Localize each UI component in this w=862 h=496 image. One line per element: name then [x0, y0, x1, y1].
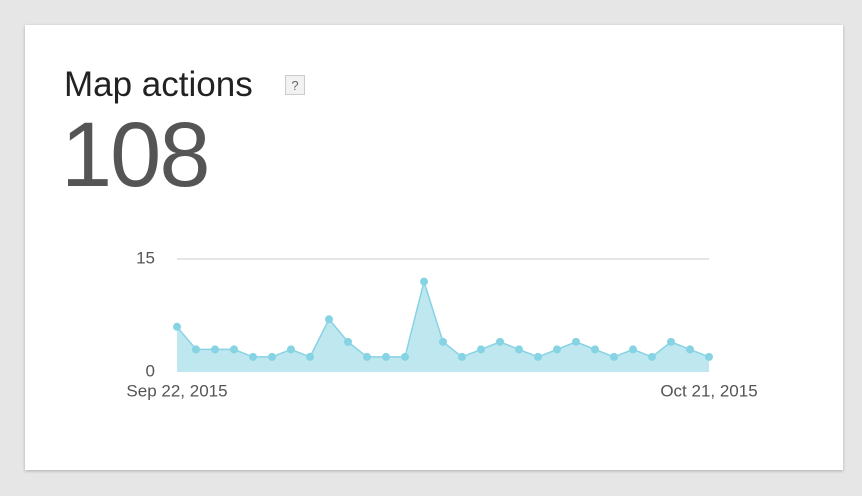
- card-title: Map actions: [64, 65, 253, 104]
- point: [534, 352, 542, 361]
- point: [192, 345, 200, 354]
- point: [629, 345, 637, 354]
- y-tick-label: 15: [136, 248, 155, 267]
- point: [287, 345, 295, 354]
- point: [572, 337, 580, 346]
- point: [211, 345, 219, 354]
- help-button[interactable]: ?: [285, 75, 305, 95]
- point: [306, 352, 314, 361]
- point: [610, 352, 618, 361]
- y-tick-label: 0: [146, 361, 155, 380]
- total-value: 108: [61, 104, 210, 206]
- point: [591, 345, 599, 354]
- x-tick-label: Oct 21, 2015: [660, 381, 757, 400]
- point: [477, 345, 485, 354]
- point: [173, 322, 181, 331]
- point: [667, 337, 675, 346]
- point: [325, 315, 333, 324]
- point: [648, 352, 656, 361]
- point: [705, 352, 713, 361]
- card: Map actions ? 108: [25, 25, 843, 470]
- x-tick-label: Sep 22, 2015: [126, 381, 227, 400]
- point: [553, 345, 561, 354]
- point: [439, 337, 447, 346]
- point: [515, 345, 523, 354]
- area: [177, 281, 709, 372]
- point: [458, 352, 466, 361]
- point: [344, 337, 352, 346]
- point: [382, 352, 390, 361]
- point: [686, 345, 694, 354]
- point: [268, 352, 276, 361]
- point: [401, 352, 409, 361]
- point: [496, 337, 504, 346]
- point: [420, 277, 428, 286]
- point: [249, 352, 257, 361]
- point: [363, 352, 371, 361]
- point: [230, 345, 238, 354]
